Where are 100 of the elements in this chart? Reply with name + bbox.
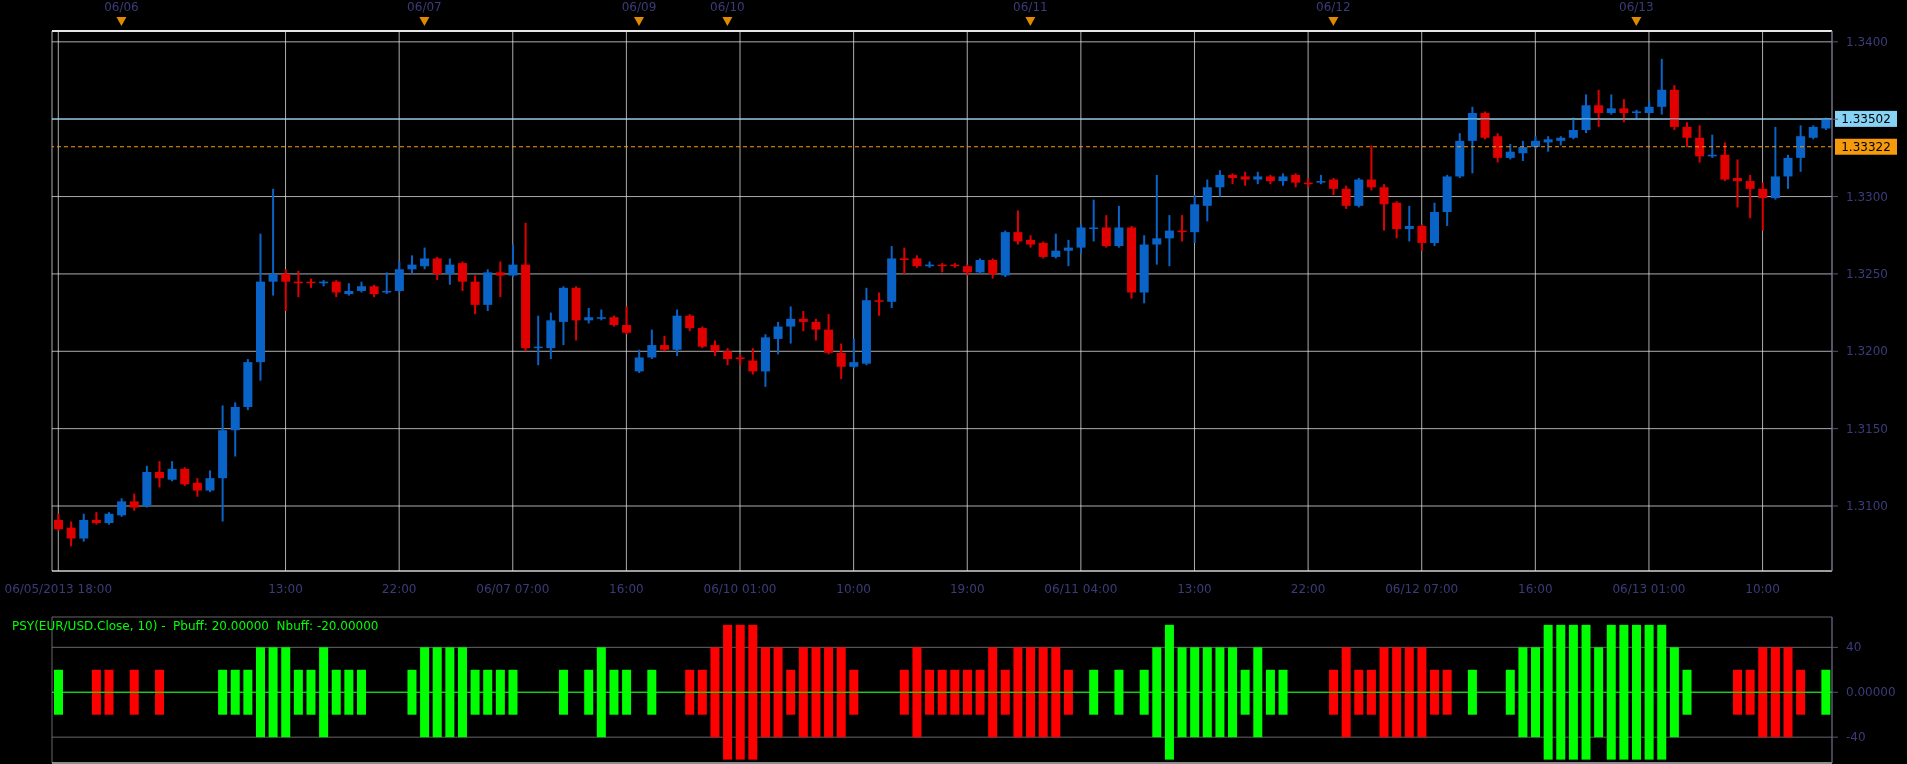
candlestick (1796, 124, 1806, 173)
bar (1379, 647, 1389, 738)
candlestick (622, 305, 632, 336)
bar (1000, 669, 1010, 715)
bar (925, 669, 935, 715)
bar (1430, 669, 1440, 715)
y-tick-label: 40 (1846, 640, 1862, 655)
candlestick (230, 401, 240, 458)
candlestick (192, 477, 202, 498)
candlestick (1606, 93, 1616, 116)
candlestick (117, 497, 127, 518)
candlestick (205, 469, 215, 494)
x-tick-label: 06/11 04:00 (1044, 582, 1118, 596)
bar (1796, 669, 1806, 715)
candlestick (1379, 183, 1389, 232)
bar (1783, 647, 1793, 738)
bar (685, 669, 695, 715)
x-tick-label: 06/05/2013 18:00 (4, 582, 113, 596)
y-tick-label: 1.3250 (1846, 266, 1888, 281)
x-tick-label: 19:00 (949, 582, 985, 596)
text: 06/10 (710, 0, 745, 14)
bar (710, 647, 720, 738)
candlestick (1758, 181, 1768, 232)
x-tick-label: 16:00 (1518, 582, 1553, 596)
candlestick (1594, 88, 1604, 128)
candlestick (1076, 223, 1086, 255)
candlestick (1013, 209, 1023, 246)
candlestick (420, 246, 430, 271)
x-tick-label: 13:00 (1177, 582, 1212, 596)
bar (811, 647, 821, 738)
candlestick (432, 255, 442, 282)
candlestick (508, 243, 518, 279)
bar (1026, 647, 1036, 738)
x-tick-label: 22:00 (1290, 582, 1326, 596)
y-tick-label: 1.3400 (1846, 34, 1888, 49)
bar (1417, 647, 1427, 738)
bar (723, 624, 733, 760)
x-tick-label: 10:00 (1745, 582, 1780, 596)
bar (786, 669, 796, 715)
bar (1758, 647, 1768, 738)
candlestick (1657, 57, 1667, 116)
x-tick-label: 16:00 (609, 582, 644, 596)
text: 06/06 (104, 0, 139, 14)
x-tick-label: 06/13 01:00 (1612, 582, 1686, 596)
candlestick (79, 512, 89, 543)
candlestick (836, 342, 846, 381)
candlestick (180, 466, 190, 487)
text: 06/11 (1013, 0, 1048, 14)
y-tick-label: 1.3200 (1846, 344, 1888, 359)
candlestick (773, 320, 783, 356)
bar (1013, 647, 1023, 738)
candlestick (1063, 238, 1073, 268)
bar (760, 647, 770, 738)
x-tick-label: 10:00 (836, 582, 871, 596)
candlestick (1215, 169, 1225, 198)
bar (104, 669, 114, 715)
candlestick (1404, 204, 1414, 243)
bar (950, 669, 960, 715)
candlestick (1619, 98, 1629, 124)
ref-line-label: 1.33322 (1841, 139, 1891, 154)
candlestick (748, 347, 758, 376)
candlestick (1202, 178, 1212, 223)
candlestick (1518, 139, 1528, 162)
text: 06/12 (1316, 0, 1351, 14)
x-tick-label: 06/07 07:00 (476, 582, 550, 596)
candlestick (988, 257, 998, 280)
candlestick (1493, 132, 1503, 164)
bar (773, 647, 783, 738)
candlestick (1733, 158, 1743, 209)
text: 06/07 (407, 0, 442, 14)
candlestick (470, 274, 480, 316)
candlestick (1695, 124, 1705, 164)
bar (154, 669, 164, 715)
candlestick (281, 268, 291, 313)
bar (1404, 647, 1414, 738)
y-tick-label: -40 (1846, 730, 1866, 745)
bar (912, 647, 922, 738)
candlestick (1783, 153, 1793, 190)
bar (91, 669, 101, 715)
candlestick (154, 460, 164, 489)
text: 06/13 (1619, 0, 1654, 14)
candlestick (1366, 144, 1376, 192)
x-tick-label: 13:00 (268, 582, 303, 596)
bar (988, 647, 998, 738)
bar (975, 669, 985, 715)
candlestick (634, 348, 644, 374)
candlestick (445, 257, 455, 286)
candlestick (786, 305, 796, 345)
candlestick (457, 260, 467, 292)
candlestick (495, 260, 505, 299)
candlestick (811, 317, 821, 342)
y-tick-label: 1.3150 (1846, 421, 1888, 436)
bar (962, 669, 972, 715)
candlestick (798, 310, 808, 333)
candlestick (1417, 223, 1427, 252)
candlestick (1682, 121, 1692, 149)
candlestick (849, 337, 859, 370)
y-tick-label: 1.3300 (1846, 189, 1888, 204)
candlestick (66, 520, 76, 548)
candlestick (824, 313, 834, 356)
